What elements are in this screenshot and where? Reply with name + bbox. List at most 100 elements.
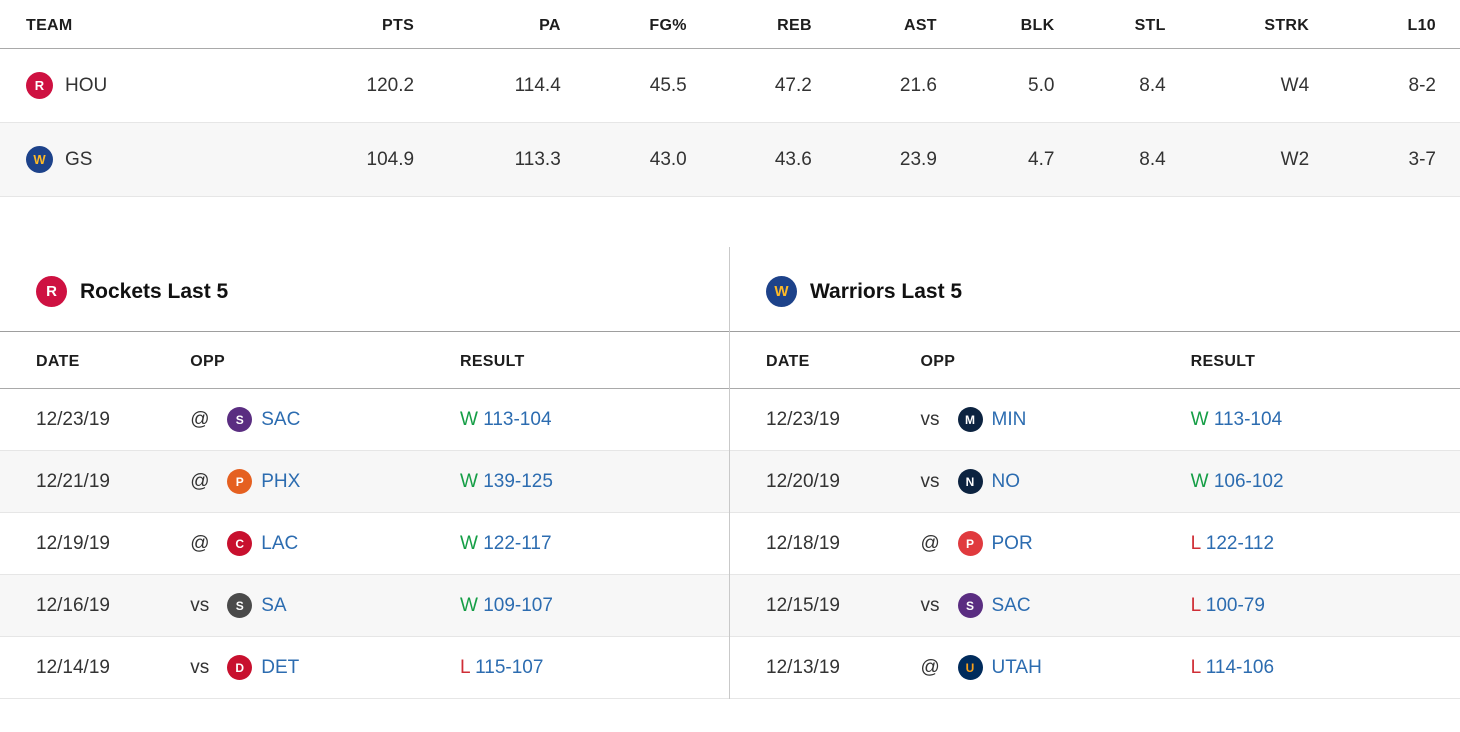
stat-pts: 120.2	[366, 74, 415, 96]
kings-logo-icon[interactable]: S	[227, 407, 253, 432]
column-header-blk: BLK	[944, 0, 1063, 49]
game-date: 12/23/19	[36, 408, 110, 430]
result-link[interactable]: L 122-112	[1191, 533, 1274, 554]
opponent-link[interactable]: SA	[261, 594, 287, 616]
game-row: 12/18/19 @ P POR L 122-112	[730, 513, 1460, 575]
opponent-link[interactable]: MIN	[991, 408, 1027, 430]
rockets-last5-table: DATE OPP RESULT 12/23/19 @ S SAC	[0, 332, 729, 699]
game-opp: vs N NO	[913, 451, 1183, 513]
panel-title: W Warriors Last 5	[730, 247, 1460, 332]
opponent-link[interactable]: UTAH	[991, 656, 1042, 678]
opponent-link[interactable]: SAC	[261, 408, 301, 430]
mini-header-row: DATE OPP RESULT	[0, 332, 729, 389]
opponent-link[interactable]: SAC	[991, 594, 1031, 616]
stat-strk: W2	[1280, 148, 1310, 170]
game-result: L 100-79	[1183, 575, 1460, 637]
column-header-result: RESULT	[1182, 332, 1460, 389]
column-header-result: RESULT	[451, 332, 729, 389]
venue-label: @	[190, 532, 210, 554]
game-row: 12/19/19 @ C LAC W 122-117	[0, 513, 729, 575]
rockets-last5-panel: R Rockets Last 5 DATE OPP RESULT 12/23/1…	[0, 247, 730, 699]
pistons-logo-icon[interactable]: D	[227, 655, 253, 680]
last5-panels: R Rockets Last 5 DATE OPP RESULT 12/23/1…	[0, 247, 1460, 699]
pelicans-logo-icon[interactable]: N	[957, 469, 983, 494]
jazz-logo-icon[interactable]: U	[957, 655, 983, 680]
stat-reb: 47.2	[774, 74, 812, 96]
blazers-logo-icon[interactable]: P	[957, 531, 983, 556]
game-date: 12/20/19	[766, 470, 840, 492]
game-opp: @ U UTAH	[913, 637, 1183, 699]
result-link[interactable]: L 114-106	[1191, 657, 1274, 678]
game-outcome: W	[459, 594, 478, 616]
game-score: 113-104	[1213, 408, 1283, 430]
opponent-link[interactable]: NO	[991, 470, 1021, 492]
game-date: 12/14/19	[36, 656, 110, 678]
game-date: 12/18/19	[766, 532, 840, 554]
opponent-link[interactable]: PHX	[261, 470, 301, 492]
column-header-opp: OPP	[912, 332, 1183, 389]
game-row: 12/14/19 vs D DET L 115-107	[0, 637, 729, 699]
column-header-opp: OPP	[182, 332, 452, 389]
stat-pts: 104.9	[366, 148, 415, 170]
team-cell: W GS	[0, 123, 272, 197]
team-cell: R HOU	[0, 49, 272, 123]
game-outcome: L	[1190, 594, 1201, 616]
game-result: W 106-102	[1183, 451, 1460, 513]
suns-logo-icon[interactable]: P	[227, 469, 253, 494]
column-header-team: TEAM	[0, 0, 273, 49]
spurs-logo-icon[interactable]: S	[227, 593, 253, 618]
opponent-link[interactable]: DET	[261, 656, 300, 678]
timberwolves-logo-icon[interactable]: M	[957, 407, 983, 432]
game-opp: @ C LAC	[182, 513, 452, 575]
result-link[interactable]: W 113-104	[460, 409, 552, 430]
result-link[interactable]: L 115-107	[460, 657, 543, 678]
column-header-l10: L10	[1317, 0, 1460, 49]
result-link[interactable]: W 139-125	[460, 471, 553, 492]
game-opp: vs D DET	[182, 637, 452, 699]
kings-logo-icon[interactable]: S	[957, 593, 983, 618]
game-result: L 114-106	[1183, 637, 1460, 699]
column-header-date: DATE	[730, 332, 913, 389]
stat-pa: 114.4	[514, 74, 561, 96]
game-outcome: W	[459, 532, 478, 554]
team-abbr: HOU	[65, 74, 108, 96]
game-score: 100-79	[1205, 594, 1265, 616]
game-score: 113-104	[483, 408, 552, 430]
result-link[interactable]: W 113-104	[1191, 409, 1283, 430]
stat-ast: 21.6	[899, 74, 937, 96]
opponent-link[interactable]: LAC	[261, 532, 299, 554]
game-score: 106-102	[1213, 470, 1284, 492]
game-row: 12/16/19 vs S SA W 109-107	[0, 574, 729, 637]
game-opp: vs M MIN	[913, 389, 1183, 451]
venue-label: @	[920, 656, 940, 678]
venue-label: vs	[190, 656, 210, 678]
game-opp: vs S SA	[182, 575, 452, 637]
stat-fg: 45.5	[649, 74, 687, 96]
column-header-date: DATE	[0, 332, 183, 389]
result-link[interactable]: W 109-107	[460, 595, 553, 616]
game-row: 12/13/19 @ U UTAH L 114-106	[730, 637, 1460, 699]
warriors-logo-icon: W	[26, 146, 53, 173]
column-header-strk: STRK	[1173, 0, 1318, 49]
opponent-link[interactable]: POR	[991, 532, 1033, 554]
warriors-last5-table: DATE OPP RESULT 12/23/19 vs M MIN	[730, 332, 1460, 699]
result-link[interactable]: L 100-79	[1191, 595, 1265, 616]
stat-l10: 3-7	[1408, 148, 1436, 170]
game-opp: @ S SAC	[182, 389, 452, 451]
stat-ast: 23.9	[899, 148, 937, 170]
venue-label: vs	[190, 594, 210, 616]
game-row: 12/21/19 @ P PHX W 139-125	[0, 450, 729, 513]
rockets-logo-icon: R	[26, 72, 53, 99]
game-score: 115-107	[475, 656, 544, 678]
game-outcome: L	[1190, 532, 1201, 554]
panel-title: R Rockets Last 5	[0, 247, 729, 332]
game-outcome: L	[459, 656, 470, 678]
game-opp: vs S SAC	[913, 575, 1183, 637]
game-outcome: W	[1190, 408, 1209, 430]
clippers-logo-icon[interactable]: C	[227, 531, 253, 556]
game-result: W 113-104	[1183, 389, 1460, 451]
game-date: 12/16/19	[36, 594, 110, 616]
result-link[interactable]: W 122-117	[460, 533, 552, 554]
result-link[interactable]: W 106-102	[1191, 471, 1284, 492]
